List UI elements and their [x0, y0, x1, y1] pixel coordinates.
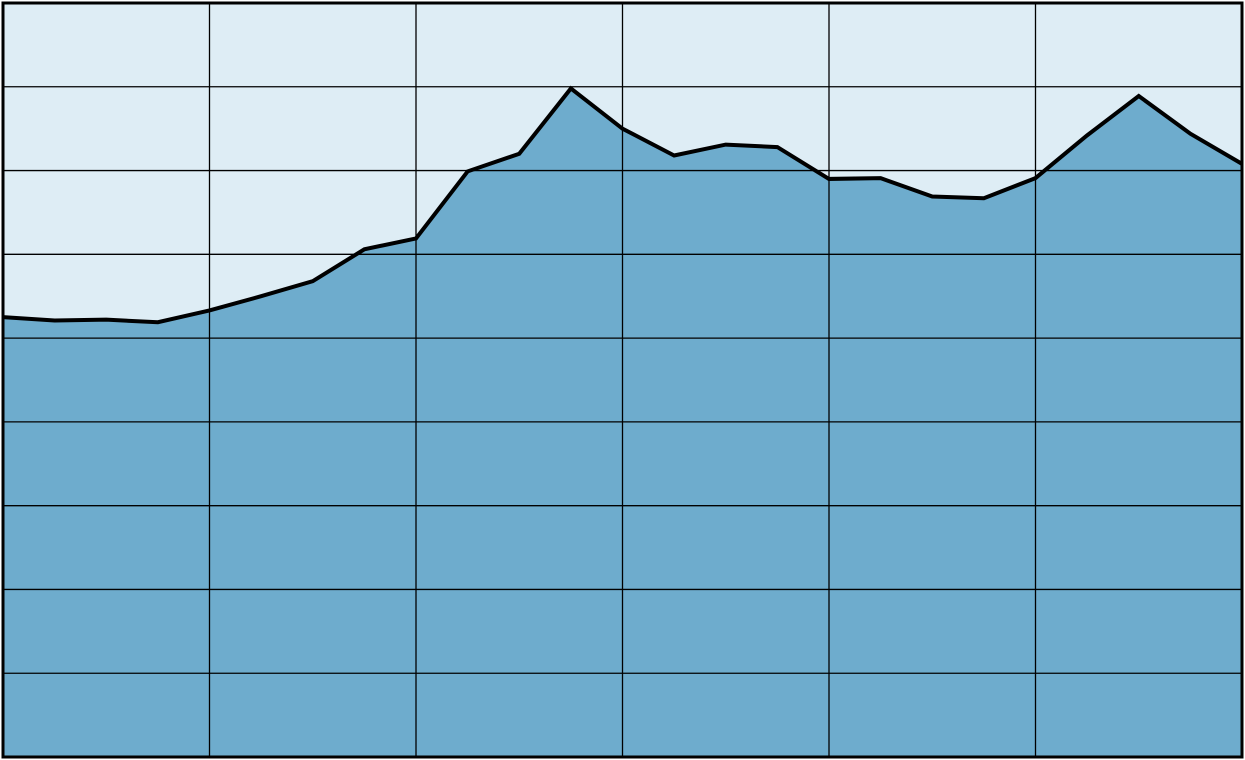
- series-line-layer: [2, 85, 1244, 325]
- series-line: [2, 85, 1244, 325]
- grid-layer: [3, 3, 1242, 757]
